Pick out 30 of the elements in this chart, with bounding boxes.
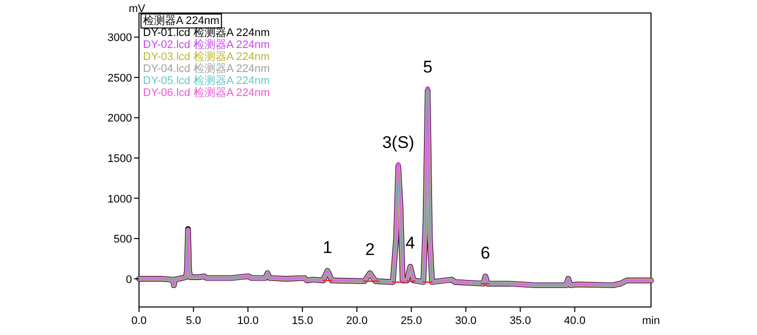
text: DY-06.lcd 检测器A 224nm	[143, 87, 270, 99]
y-tick-label: 3000	[108, 32, 132, 44]
y-tick-label: 0	[126, 274, 132, 286]
legend-title: 检测器A 224nm	[143, 15, 220, 27]
y-axis-title: mV	[128, 3, 146, 15]
x-axis-title: min	[642, 315, 660, 327]
text: DY-05.lcd 检测器A 224nm	[143, 75, 270, 87]
x-tick-label: 5.0	[186, 315, 202, 327]
y-tick-label: 1000	[108, 193, 132, 206]
text: DY-03.lcd 检测器A 224nm	[143, 51, 270, 63]
text: DY-04.lcd 检测器A 224nm	[143, 63, 270, 75]
y-tick-label: 2500	[108, 72, 132, 84]
annotation: 4	[406, 234, 415, 253]
x-tick-label: 10.0	[237, 315, 259, 327]
annotation: 2	[365, 240, 375, 260]
annotation: 3(S)	[382, 133, 414, 152]
y-tick-label: 1500	[108, 152, 132, 165]
x-tick-label: 25.0	[400, 315, 422, 327]
x-tick-label: 30.0	[455, 315, 477, 327]
x-tick-label: 20.0	[346, 315, 368, 327]
y-tick-label: 2000	[108, 112, 132, 125]
x-tick-label: 40.0	[564, 315, 586, 327]
x-tick-label: 35.0	[510, 315, 531, 327]
annotation: 6	[480, 243, 490, 262]
y-tick-label: 500	[114, 234, 132, 246]
x-tick-label: 15.0	[292, 315, 314, 327]
annotation: 5	[422, 57, 432, 76]
text: DY-02.lcd 检测器A 224nm	[143, 39, 270, 51]
x-tick-label: 0.0	[131, 315, 147, 327]
annotation: 1	[322, 238, 332, 257]
